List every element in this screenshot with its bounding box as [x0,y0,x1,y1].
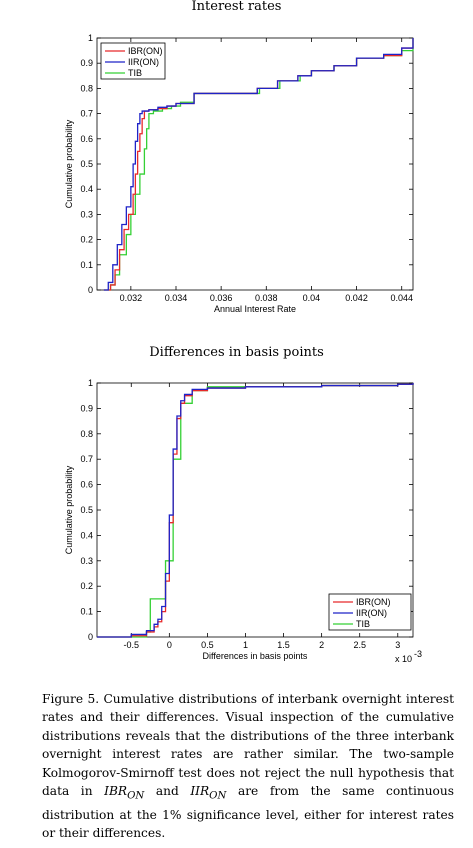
x-tick-label: 3 [395,640,400,650]
y-tick-label: 0 [88,285,93,295]
caption-var2: IIRON [190,784,227,802]
y-tick-label: 0.3 [80,556,93,566]
legend-label: TIB [128,68,142,78]
legend-box [328,593,412,631]
chart2-differences: 0 0.1 0.2 0.3 0.4 0.5 0.6 0.7 0.8 0.9 1 -0.5 0 0.5 1 1.… [64,378,422,664]
x-tick-label: 1 [243,640,248,650]
y-tick-label: 0.7 [80,454,93,464]
y-tick-label: 0 [88,632,93,642]
x-tick-label: 0 [167,640,172,650]
x-tick-label: 1.5 [277,640,290,650]
series-line-iiron [103,38,414,291]
y-tick-label: 0.2 [80,581,93,591]
figure-caption: Figure 5. Cumulative distributions of in… [42,690,454,843]
y-tick-label: 0.3 [80,209,93,219]
y-tick-label: 0.5 [80,505,93,515]
x-axis-label: Annual Interest Rate [214,304,296,314]
y-axis-label: Cumulative probability [64,119,74,208]
y-tick-label: 0.9 [80,58,93,68]
legend-label: IIR(ON) [356,608,387,618]
x-tick-label: 0.038 [255,293,278,303]
legend-label: IBR(ON) [356,597,391,607]
y-tick-label: 0.1 [80,260,93,270]
y-tick-label: 0.5 [80,159,93,169]
y-tick-label: 0.6 [80,134,93,144]
y-tick-label: 1 [88,378,93,388]
legend-label: IIR(ON) [128,57,159,67]
caption-part2: are from the same continuous distributio… [42,784,454,841]
x-tick-label: 0.034 [165,293,188,303]
caption-var1: IBRON [104,784,145,802]
chart1-title: Interest rates [191,0,282,14]
y-tick-label: 0.2 [80,235,93,245]
y-tick-label: 1 [88,33,93,43]
y-tick-label: 0.4 [80,184,93,194]
caption-and: and [144,784,191,799]
x-multiplier-exp: -3 [414,649,422,659]
chart1-interest-rates: 0 0.1 0.2 0.3 0.4 0.5 0.6 0.7 0.8 0.9 1 0.032 0.034 0… [64,33,414,314]
y-tick-label: 0.1 [80,607,93,617]
x-tick-label: 2.5 [353,640,366,650]
y-tick-label: 0.4 [80,530,93,540]
y-tick-label: 0.9 [80,403,93,413]
y-tick-label: 0.8 [80,429,93,439]
y-tick-label: 0.6 [80,480,93,490]
x-tick-label: 0.032 [120,293,143,303]
x-tick-label: 0.042 [345,293,368,303]
legend-label: IBR(ON) [128,46,163,56]
x-tick-label: 0.044 [390,293,413,303]
x-tick-label: 0.04 [303,293,321,303]
y-tick-label: 0.8 [80,83,93,93]
x-tick-label: -0.5 [124,640,140,650]
caption-part1: Figure 5. Cumulative distributions of in… [42,692,454,799]
y-tick-label: 0.7 [80,109,93,119]
x-axis-label: Differences in basis points [203,651,308,661]
x-multiplier: x 10 [395,654,412,664]
x-tick-label: 0.036 [210,293,233,303]
x-tick-label: 0.5 [201,640,214,650]
legend-label: TIB [356,619,370,629]
x-tick-label: 2 [319,640,324,650]
series-line-iiron [97,383,414,638]
chart2-title: Differences in basis points [149,345,324,360]
y-axis-label: Cumulative probability [64,465,74,554]
